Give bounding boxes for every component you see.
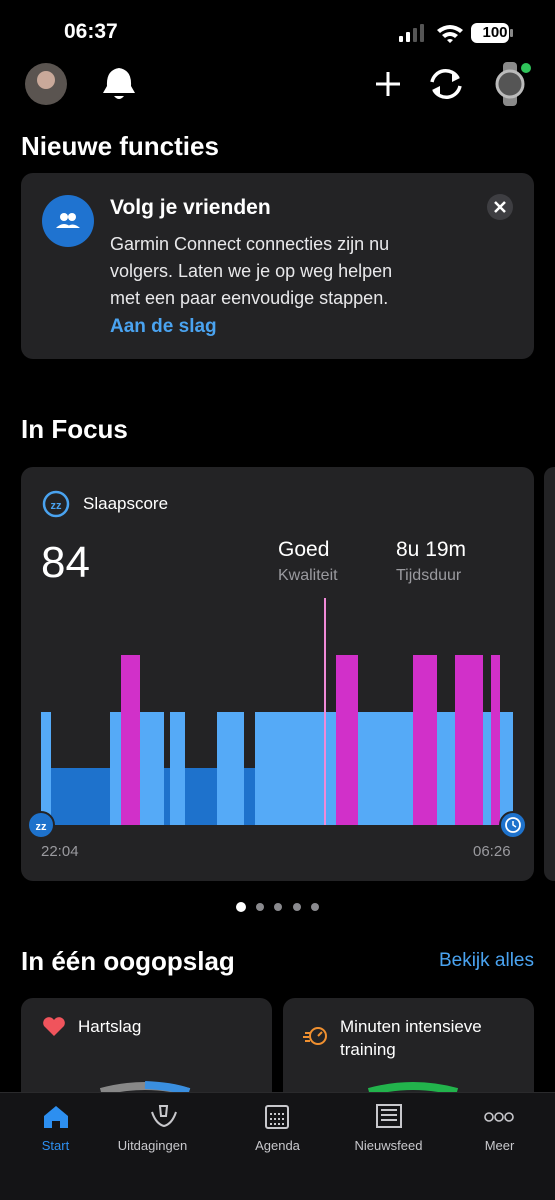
card-title: Volg je vrienden — [110, 196, 271, 219]
section-heading: In één oogopslag — [21, 946, 235, 976]
close-button[interactable] — [487, 194, 513, 220]
page-dots — [236, 902, 319, 912]
end-time: 06:26 — [473, 843, 511, 860]
heart-icon — [43, 1017, 65, 1036]
status-time: 06:37 — [64, 20, 118, 43]
tab-label[interactable]: Agenda — [255, 1138, 300, 1153]
svg-text:zz: zz — [36, 821, 48, 833]
body-line: Garmin Connect connecties zijn nu — [110, 234, 390, 254]
next-card[interactable] — [544, 467, 555, 881]
notification-card — [21, 173, 534, 359]
svg-text:zz: zz — [51, 500, 63, 512]
section-heading: Nieuwe functies — [21, 131, 219, 161]
body-line: volgers. Laten we je op weg helpen — [110, 261, 393, 281]
glance-title: Hartslag — [78, 1017, 142, 1036]
duration-label: Tijdsduur — [396, 567, 462, 584]
sleep-score: 84 — [41, 538, 90, 587]
tab-label[interactable]: Uitdagingen — [117, 1138, 188, 1153]
start-time: 22:04 — [41, 843, 79, 860]
card-link[interactable]: Aan de slag — [110, 316, 217, 337]
hypnogram: zz — [27, 598, 527, 839]
glance-gauges — [99, 1081, 459, 1092]
sleep-icon: zz — [42, 490, 70, 518]
tab-label[interactable]: Nieuwsfeed — [354, 1138, 423, 1153]
quality-label: Kwaliteit — [278, 567, 338, 584]
sleep-title: Slaapscore — [83, 494, 169, 513]
add-icon[interactable] — [376, 72, 400, 96]
tab-icons — [44, 1104, 514, 1129]
intensity-icon — [303, 1027, 327, 1045]
sync-icon[interactable] — [430, 69, 462, 99]
tab-bar — [0, 1092, 555, 1200]
see-all-link[interactable]: Bekijk alles — [438, 950, 534, 971]
card-body: Garmin Connect connecties zijn nu volger… — [110, 231, 392, 312]
watch-icon[interactable] — [495, 69, 525, 99]
bell-icon[interactable] — [103, 68, 135, 99]
tab-label[interactable]: Start — [41, 1138, 70, 1153]
duration-value: 8u 19m — [396, 538, 467, 561]
section-heading: In Focus — [21, 414, 128, 444]
quality-value: Goed — [278, 538, 330, 561]
body-line: met een paar eenvoudige stappen. — [110, 288, 389, 308]
tab-label[interactable]: Meer — [484, 1138, 515, 1153]
top-bar — [25, 62, 531, 106]
battery-level: 100 — [482, 24, 508, 41]
friends-icon — [42, 195, 94, 247]
glance-title: Minuten intensieve training — [340, 1017, 482, 1059]
status-icons — [399, 23, 513, 43]
